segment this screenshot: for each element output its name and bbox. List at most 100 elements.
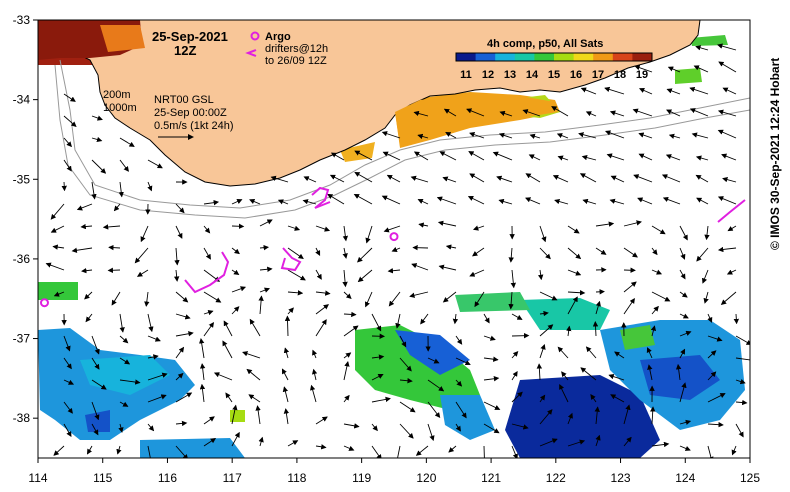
current-arrow bbox=[567, 439, 586, 447]
current-arrow bbox=[442, 176, 457, 183]
current-arrow bbox=[474, 291, 485, 308]
current-arrow bbox=[258, 436, 264, 447]
current-arrow bbox=[213, 372, 233, 381]
current-arrow bbox=[327, 193, 345, 205]
argo-legend-label: Argo bbox=[265, 31, 291, 43]
current-arrow bbox=[455, 357, 471, 366]
current-arrow bbox=[665, 154, 681, 161]
colorbar-tick-label: 13 bbox=[504, 69, 516, 81]
current-arrow bbox=[483, 376, 500, 382]
current-arrow bbox=[647, 364, 653, 381]
current-arrow bbox=[483, 445, 485, 458]
argo-float-marker bbox=[389, 232, 399, 242]
current-arrow bbox=[91, 423, 99, 436]
current-arrow bbox=[511, 445, 518, 458]
current-arrow bbox=[567, 269, 582, 276]
current-arrow bbox=[585, 111, 597, 117]
current-arrow bbox=[315, 416, 328, 425]
current-arrow bbox=[354, 150, 373, 161]
current-arrow bbox=[436, 196, 457, 205]
current-arrow bbox=[203, 199, 220, 206]
current-arrow bbox=[651, 225, 666, 235]
current-arrow bbox=[203, 291, 222, 303]
current-arrow bbox=[343, 361, 350, 381]
current-arrow bbox=[469, 269, 485, 277]
current-arrow bbox=[413, 110, 429, 117]
current-arrow bbox=[371, 354, 385, 360]
current-arrow bbox=[594, 406, 600, 425]
current-arrow bbox=[249, 318, 261, 337]
colorbar-swatch bbox=[632, 53, 653, 61]
vector-scale-label: 0.5m/s (1kt 24h) bbox=[154, 120, 233, 132]
current-arrow bbox=[539, 324, 554, 337]
current-arrow bbox=[722, 177, 737, 183]
current-arrow bbox=[399, 357, 412, 372]
current-arrow bbox=[175, 346, 185, 359]
current-arrow bbox=[525, 197, 541, 205]
sst-patch-small-yellow bbox=[230, 410, 245, 422]
argo-floats bbox=[39, 232, 399, 308]
current-arrow bbox=[646, 347, 653, 359]
current-arrow bbox=[259, 266, 273, 272]
current-arrow bbox=[248, 394, 261, 403]
current-arrow bbox=[726, 269, 737, 275]
current-arrow bbox=[580, 367, 597, 381]
current-arrow bbox=[53, 445, 65, 456]
colorbar-swatch bbox=[475, 53, 496, 61]
drifter-tracks bbox=[184, 186, 746, 294]
current-arrow bbox=[343, 291, 352, 300]
current-arrow bbox=[111, 291, 121, 306]
colorbar-tick-label: 19 bbox=[636, 69, 648, 81]
current-arrow bbox=[529, 133, 541, 139]
colorbar-swatch bbox=[456, 53, 477, 61]
current-arrow bbox=[413, 151, 429, 161]
current-arrow bbox=[679, 247, 686, 260]
current-arrow bbox=[679, 382, 687, 403]
current-arrow bbox=[147, 394, 167, 403]
current-arrow bbox=[557, 155, 569, 161]
current-arrow bbox=[223, 320, 233, 337]
current-arrow bbox=[614, 351, 625, 359]
current-arrow bbox=[661, 174, 681, 183]
current-arrow bbox=[63, 335, 71, 352]
current-arrow bbox=[175, 372, 184, 381]
current-arrow bbox=[81, 267, 93, 274]
current-arrow bbox=[45, 262, 65, 271]
colorbar: 11 12 13 14 15 16 17 18 19 bbox=[455, 52, 653, 81]
current-arrow bbox=[277, 199, 289, 205]
colorbar-swatch bbox=[573, 53, 594, 61]
current-arrow bbox=[707, 393, 726, 403]
current-arrow bbox=[623, 297, 635, 315]
current-arrow bbox=[342, 225, 349, 242]
x-tick-label: 120 bbox=[416, 471, 436, 485]
current-arrow bbox=[696, 197, 709, 205]
model-time: 25-Sep 00:00Z bbox=[154, 107, 227, 119]
current-arrow bbox=[717, 129, 737, 139]
current-arrow bbox=[50, 225, 65, 233]
current-arrow bbox=[63, 93, 76, 102]
current-arrow bbox=[102, 224, 121, 230]
current-arrow bbox=[371, 396, 391, 403]
current-arrow bbox=[592, 321, 599, 337]
y-tick-label: -34 bbox=[13, 93, 31, 107]
current-arrow bbox=[632, 108, 653, 117]
current-arrow bbox=[567, 412, 573, 425]
current-arrow bbox=[717, 196, 737, 205]
sst-patch-sw4 bbox=[140, 438, 245, 458]
current-arrow bbox=[91, 335, 100, 355]
current-arrow bbox=[63, 423, 72, 438]
current-arrow bbox=[623, 220, 642, 227]
current-arrow bbox=[623, 436, 632, 447]
current-arrow bbox=[707, 313, 713, 323]
current-arrow bbox=[91, 115, 103, 121]
current-arrow bbox=[364, 291, 373, 308]
current-arrow bbox=[445, 132, 457, 139]
current-arrow bbox=[539, 247, 551, 260]
current-arrow bbox=[472, 247, 485, 257]
current-arrow bbox=[311, 368, 318, 381]
x-tick-label: 115 bbox=[93, 471, 112, 485]
current-arrow bbox=[696, 247, 709, 262]
current-arrow bbox=[397, 445, 401, 458]
current-arrow bbox=[119, 357, 131, 365]
